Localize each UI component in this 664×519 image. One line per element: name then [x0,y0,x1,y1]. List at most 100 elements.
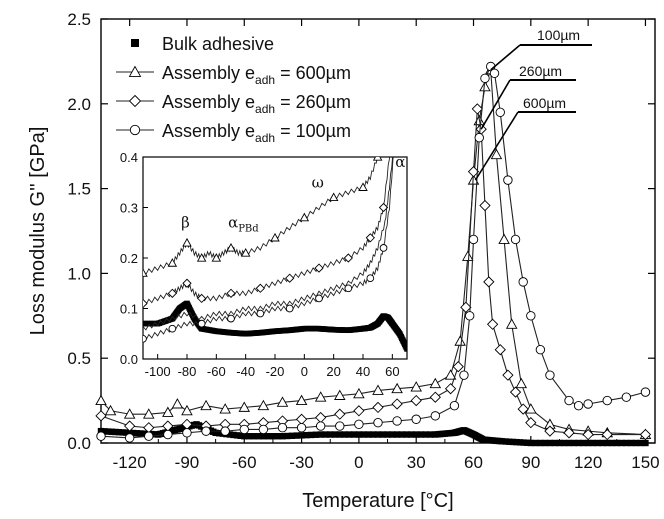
y-tick-label: 2.5 [67,10,91,29]
y-axis-label: Loss modulus G'' [GPa] [27,127,49,336]
bulk-adhesive-point [561,439,568,447]
series-point-circle [464,311,475,321]
bulk-adhesive-point [509,438,517,446]
inset-peak-label: α [395,153,405,171]
series-point-triangle [162,406,174,417]
series-point-circle [220,426,230,436]
bulk-adhesive-point [575,439,582,447]
series-point-triangle [314,391,327,402]
series-point-diamond [486,318,499,330]
bulk-adhesive-point [226,431,234,438]
inset-bulk-point [404,346,407,352]
inset-axes: -100 -80 -60 -40 -20 0 20 40 60 0.0 0.1 0.2 0.3 0.4 [120,150,400,379]
bulk-adhesive-point [216,430,223,437]
bulk-adhesive-point [298,432,305,439]
series-point-diamond [467,166,480,178]
inset-series-point-triangle [167,258,178,267]
series-point-circle [449,400,460,411]
inset-x-tick-label: -40 [236,364,255,379]
inset-x-tick-label: -100 [145,364,171,379]
inset-series-point-triangle [270,232,280,242]
series-point-circle [277,423,288,433]
series-point-circle [583,399,593,409]
bulk-adhesive-point [589,439,597,447]
series-point-circle [392,416,402,426]
series-point-circle [459,370,469,380]
bulk-adhesive-point [241,433,248,440]
inset-series-point-circle [143,334,147,343]
bulk-adhesive-point [541,439,549,447]
series-point-diamond [509,386,522,398]
bulk-adhesive-point [594,439,601,447]
series-point-diamond [639,428,652,441]
inset-series-point-circle [227,314,235,323]
bulk-adhesive-point [370,431,377,438]
bulk-adhesive-point [312,431,320,438]
peak-annotations: 100µm 260µm 600µm [474,27,592,181]
bulk-adhesive-point [137,430,144,437]
inset-series-point-triangle [143,268,148,277]
series-point-circle [621,392,632,402]
inset-peak-label: αPBd [228,214,259,235]
series-point-circle [201,426,211,436]
inset-labels: β αPBd ω α [181,153,405,235]
bulk-adhesive-point [627,439,635,447]
annotation-leader [480,79,511,130]
x-tick-label: -30 [289,453,314,472]
series-point-triangle [490,148,503,160]
series-point-triangle [276,396,289,407]
inset-peak-label: ω [312,173,324,191]
bulk-adhesive-point [122,429,130,436]
bulk-adhesive-point [417,431,425,438]
bulk-adhesive-point [279,433,286,440]
series-point-diamond [563,427,575,439]
inset-series-point-triangle [240,248,251,257]
series-point-diamond [353,405,365,417]
bulk-adhesive-point [384,431,391,438]
series-point-triangle [257,399,270,411]
inset-series-point-circle [168,324,177,333]
series-point-circle [526,311,536,321]
legend-entry: Assembly eadh = 600µm [162,63,351,87]
bulk-adhesive-point [532,439,539,447]
series-point-circle [640,387,651,397]
inset-series-point-circle [366,274,375,283]
bulk-adhesive-point [608,439,616,447]
series-point-circle [474,133,484,143]
series-point-circle [411,414,421,424]
inset-series-point-diamond [378,202,389,213]
series-point-circle [503,175,513,185]
x-tick-label: 60 [464,453,483,472]
inset-series-point-diamond [343,253,353,263]
series-point-diamond [502,369,514,381]
series-point-triangle [429,377,442,389]
series-point-diamond [334,408,346,420]
inset-series-point-circle [197,319,206,328]
series-point-circle [573,400,584,411]
series-point-diamond [525,417,537,429]
bulk-adhesive-point [604,439,611,447]
bulk-adhesive-point [112,428,119,436]
bulk-adhesive-point [108,428,115,435]
bulk-adhesive-point [556,439,563,447]
inset-y-tick-label: 0.3 [120,201,138,216]
y-tick-label: 0.0 [67,434,91,453]
inset-series-point-diamond [255,283,265,293]
bulk-adhesive-point [613,439,620,447]
series-point-diamond [452,361,464,373]
legend-entry: Assembly eadh = 100µm [162,121,351,145]
bulk-adhesive-point [360,431,367,438]
inset-series-point-triangle [358,182,368,191]
bulk-adhesive-point [520,439,527,446]
inset-series-point-circle [315,294,323,303]
inset-x-tick-label: -20 [266,364,285,379]
annotation-leader [490,44,521,71]
series-point-circle [545,370,555,380]
series-point-diamond [410,394,422,407]
annotation-label: 600µm [523,95,566,111]
bulk-adhesive-point [104,428,112,435]
series-point-circle [315,421,326,431]
series-point-triangle [410,381,422,392]
bulk-adhesive-point [355,431,363,438]
